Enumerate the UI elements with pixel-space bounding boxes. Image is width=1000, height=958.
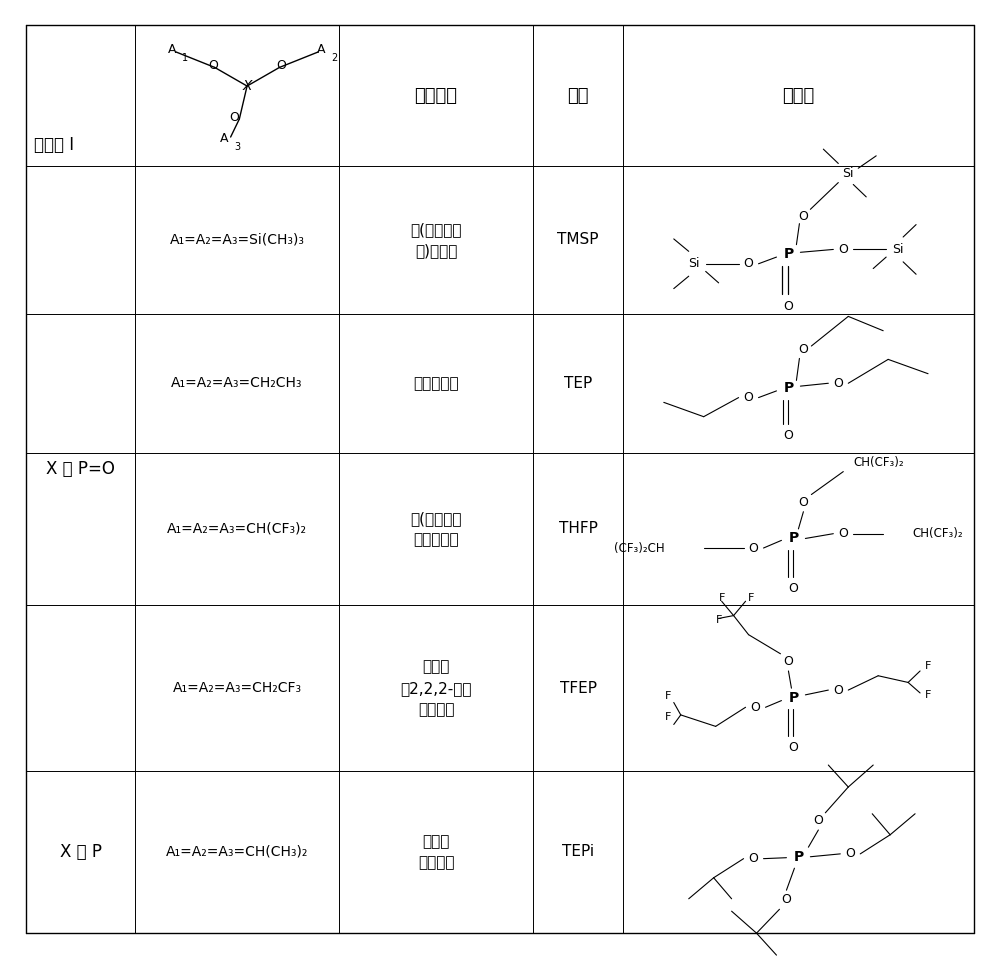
Text: 磷酸三乙酯: 磷酸三乙酯 bbox=[413, 376, 459, 391]
Text: O: O bbox=[788, 741, 798, 754]
Text: P: P bbox=[783, 381, 794, 395]
Text: F: F bbox=[748, 593, 755, 604]
Text: P: P bbox=[788, 691, 799, 705]
Text: 简称: 简称 bbox=[567, 86, 589, 104]
Text: （2,2,2-三氟: （2,2,2-三氟 bbox=[400, 681, 472, 696]
Text: O: O bbox=[838, 527, 848, 540]
Text: F: F bbox=[925, 690, 931, 700]
Text: 3: 3 bbox=[235, 142, 241, 151]
Text: A₁=A₂=A₃=CH₂CF₃: A₁=A₂=A₃=CH₂CF₃ bbox=[173, 681, 302, 696]
Text: P: P bbox=[788, 532, 799, 545]
Text: 乙基）酯: 乙基）酯 bbox=[418, 701, 454, 717]
Text: 三异丙酯: 三异丙酯 bbox=[418, 855, 454, 870]
Text: 1: 1 bbox=[182, 53, 188, 62]
Text: A₁=A₂=A₃=CH(CH₃)₂: A₁=A₂=A₃=CH(CH₃)₂ bbox=[166, 845, 308, 859]
Text: THFP: THFP bbox=[559, 521, 598, 536]
Text: O: O bbox=[798, 343, 808, 356]
Text: F: F bbox=[665, 691, 671, 701]
Text: O: O bbox=[784, 429, 793, 443]
Text: 基）磷酸酯: 基）磷酸酯 bbox=[413, 532, 459, 547]
Text: O: O bbox=[845, 848, 855, 860]
Text: F: F bbox=[715, 615, 722, 626]
Text: P: P bbox=[783, 247, 794, 262]
Text: 结构式 I: 结构式 I bbox=[34, 136, 74, 154]
Text: A: A bbox=[317, 43, 326, 57]
Text: F: F bbox=[925, 661, 931, 672]
Text: A₁=A₂=A₃=CH(CF₃)₂: A₁=A₂=A₃=CH(CF₃)₂ bbox=[167, 522, 307, 536]
Text: 2: 2 bbox=[331, 53, 337, 62]
Text: 中文名称: 中文名称 bbox=[415, 86, 458, 104]
Text: 烷)磷酸酯: 烷)磷酸酯 bbox=[415, 243, 457, 258]
Text: O: O bbox=[833, 684, 843, 696]
Text: 磷酸三: 磷酸三 bbox=[422, 660, 450, 674]
Text: O: O bbox=[788, 582, 798, 595]
Text: O: O bbox=[813, 814, 823, 827]
Text: CH(CF₃)₂: CH(CF₃)₂ bbox=[913, 527, 963, 540]
Text: A: A bbox=[220, 132, 229, 146]
Text: O: O bbox=[838, 243, 848, 256]
Text: TEPi: TEPi bbox=[562, 844, 594, 859]
Text: (CF₃)₂CH: (CF₃)₂CH bbox=[614, 541, 664, 555]
Text: Si: Si bbox=[892, 243, 904, 256]
Text: O: O bbox=[782, 893, 791, 906]
Text: Si: Si bbox=[688, 258, 699, 270]
Text: X: X bbox=[242, 80, 252, 93]
Text: Si: Si bbox=[843, 167, 854, 179]
Text: O: O bbox=[744, 391, 753, 404]
Text: O: O bbox=[784, 300, 793, 313]
Text: A₁=A₂=A₃=CH₂CH₃: A₁=A₂=A₃=CH₂CH₃ bbox=[171, 376, 303, 390]
Text: O: O bbox=[744, 258, 753, 270]
Text: TFEP: TFEP bbox=[560, 681, 597, 696]
Text: O: O bbox=[751, 700, 760, 714]
Text: A₁=A₂=A₃=Si(CH₃)₃: A₁=A₂=A₃=Si(CH₃)₃ bbox=[170, 233, 305, 247]
Text: F: F bbox=[665, 712, 671, 721]
Text: X 为 P: X 为 P bbox=[60, 843, 102, 861]
Text: F: F bbox=[718, 593, 725, 604]
Text: O: O bbox=[784, 655, 793, 668]
Text: O: O bbox=[749, 853, 758, 865]
Text: A: A bbox=[168, 43, 176, 57]
Text: O: O bbox=[749, 541, 758, 555]
Text: TEP: TEP bbox=[564, 376, 592, 391]
Text: X 为 P=O: X 为 P=O bbox=[46, 460, 115, 478]
Text: O: O bbox=[277, 59, 286, 72]
Text: O: O bbox=[833, 376, 843, 390]
Text: 亚磷酸: 亚磷酸 bbox=[422, 834, 450, 849]
Text: 三(三甲基硅: 三(三甲基硅 bbox=[410, 222, 462, 237]
Text: O: O bbox=[229, 110, 239, 124]
Text: TMSP: TMSP bbox=[557, 233, 599, 247]
Text: P: P bbox=[793, 850, 804, 864]
Text: O: O bbox=[208, 59, 218, 72]
Text: 结构式: 结构式 bbox=[782, 86, 815, 104]
Text: CH(CF₃)₂: CH(CF₃)₂ bbox=[853, 456, 904, 468]
Text: 三(六氟异丙: 三(六氟异丙 bbox=[410, 511, 462, 526]
Text: O: O bbox=[798, 210, 808, 222]
Text: O: O bbox=[798, 495, 808, 509]
